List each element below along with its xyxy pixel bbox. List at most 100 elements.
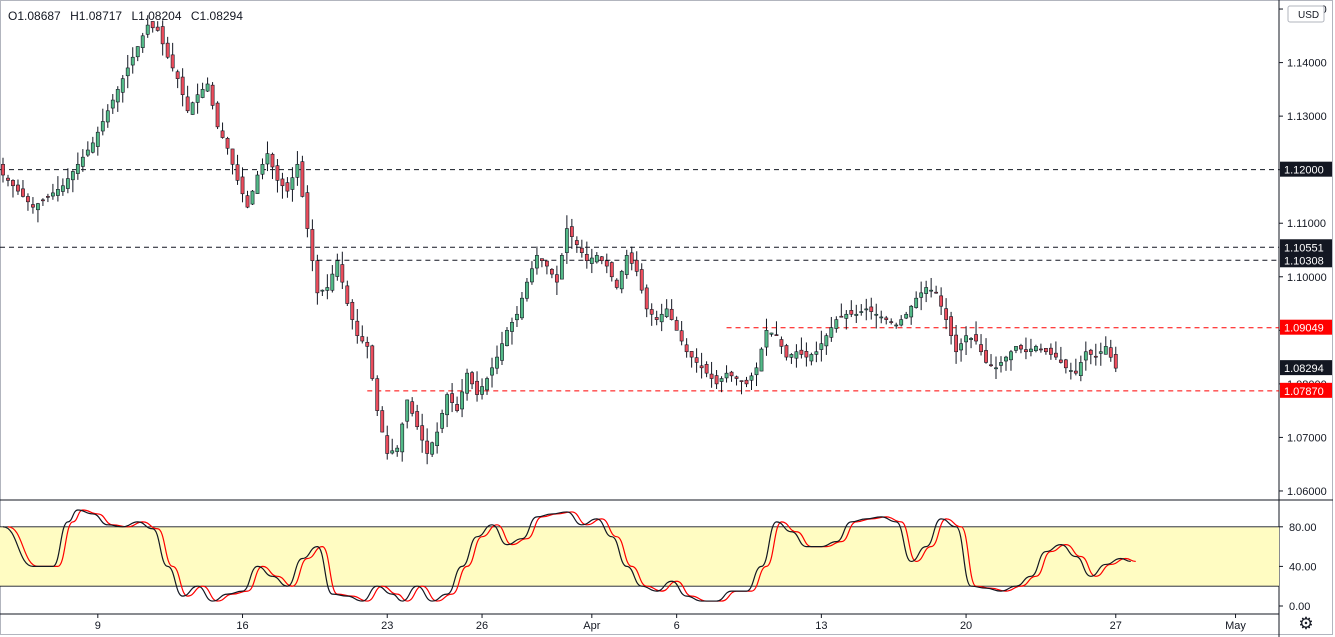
candle bbox=[759, 347, 764, 372]
candle-body bbox=[759, 348, 764, 372]
candle bbox=[1098, 342, 1103, 366]
candle bbox=[105, 104, 110, 128]
candle bbox=[515, 306, 519, 327]
candle bbox=[1063, 358, 1068, 374]
candle bbox=[754, 362, 759, 387]
candle bbox=[974, 321, 978, 345]
candle-body bbox=[290, 177, 295, 190]
candle-body bbox=[674, 320, 679, 331]
candle bbox=[1108, 339, 1113, 362]
candle-body bbox=[260, 164, 265, 175]
candle-body bbox=[694, 357, 699, 363]
candle-body bbox=[829, 327, 834, 338]
candle-body bbox=[1078, 362, 1083, 376]
candle-body bbox=[889, 321, 894, 323]
candle bbox=[80, 149, 85, 172]
candle-body bbox=[879, 316, 884, 319]
price-tick-label: 1.06000 bbox=[1287, 486, 1327, 498]
candle-body bbox=[654, 317, 659, 320]
candle-body bbox=[125, 67, 130, 77]
candle bbox=[684, 338, 689, 358]
candle bbox=[70, 170, 75, 193]
candle bbox=[1053, 341, 1058, 360]
candle bbox=[360, 325, 365, 344]
candle bbox=[485, 376, 489, 395]
candle bbox=[170, 42, 175, 72]
candle bbox=[879, 310, 884, 324]
candle-body bbox=[699, 365, 704, 369]
candle bbox=[944, 298, 949, 330]
candle-body bbox=[220, 130, 225, 138]
gear-icon[interactable]: ⚙ bbox=[1298, 614, 1314, 633]
candle bbox=[21, 180, 25, 198]
candle bbox=[155, 21, 160, 32]
candle-body bbox=[120, 78, 125, 93]
time-tick-label: 6 bbox=[674, 620, 680, 632]
level-badge bbox=[1280, 319, 1332, 335]
candle-body bbox=[1014, 346, 1018, 351]
candle-body bbox=[360, 336, 365, 342]
candle bbox=[200, 82, 205, 99]
candle bbox=[929, 277, 934, 298]
candle bbox=[1083, 341, 1088, 371]
time-tick-label: 27 bbox=[1110, 620, 1122, 632]
candle bbox=[365, 336, 370, 359]
candle bbox=[165, 36, 170, 59]
candle bbox=[779, 336, 784, 354]
candle bbox=[729, 370, 734, 382]
ohlc-close: C1.08294 bbox=[190, 9, 243, 23]
candle-body bbox=[604, 260, 609, 267]
candle-body bbox=[75, 164, 80, 174]
candle bbox=[100, 108, 105, 136]
candle bbox=[445, 392, 450, 428]
candle-body bbox=[979, 344, 983, 353]
candle-body bbox=[939, 295, 944, 307]
candle bbox=[26, 193, 30, 211]
candle-body bbox=[984, 350, 988, 363]
candle bbox=[195, 83, 200, 114]
candle bbox=[205, 77, 210, 92]
candle bbox=[410, 397, 415, 417]
candle bbox=[824, 333, 829, 355]
candle-body bbox=[744, 379, 749, 385]
candle-body bbox=[320, 289, 325, 292]
currency-badge[interactable] bbox=[1287, 5, 1325, 23]
candle bbox=[559, 253, 564, 280]
candle-body bbox=[160, 26, 165, 45]
candle-body bbox=[155, 26, 160, 31]
candle bbox=[934, 285, 939, 294]
stoch-tick-label: 40.00 bbox=[1289, 561, 1317, 573]
candle-body bbox=[250, 190, 255, 205]
time-tick-label: 26 bbox=[476, 620, 488, 632]
candle-body bbox=[355, 320, 360, 336]
candle bbox=[520, 291, 524, 320]
candle bbox=[405, 399, 410, 429]
candle bbox=[899, 315, 904, 327]
candle-body bbox=[370, 345, 375, 379]
candle-body bbox=[305, 192, 310, 229]
candle bbox=[75, 152, 80, 180]
candle-body bbox=[90, 142, 95, 153]
candle bbox=[744, 376, 749, 388]
candle-body bbox=[430, 442, 435, 455]
candle bbox=[90, 136, 95, 154]
candle bbox=[320, 289, 325, 296]
stoch-d-line bbox=[7, 509, 1136, 602]
level-badge-label: 1.12000 bbox=[1284, 165, 1324, 177]
candle-body bbox=[135, 46, 140, 58]
candle bbox=[584, 241, 589, 269]
candle bbox=[1093, 343, 1098, 366]
level-badge bbox=[1280, 161, 1332, 177]
candle-body bbox=[954, 334, 958, 353]
candle-body bbox=[240, 176, 245, 195]
candle bbox=[1019, 343, 1023, 354]
candle bbox=[959, 338, 963, 362]
candle-body bbox=[175, 71, 180, 79]
candle bbox=[654, 310, 659, 326]
candle bbox=[270, 152, 275, 180]
candle bbox=[455, 396, 459, 413]
candle bbox=[849, 300, 854, 318]
candle bbox=[969, 337, 973, 349]
candle bbox=[739, 380, 744, 395]
